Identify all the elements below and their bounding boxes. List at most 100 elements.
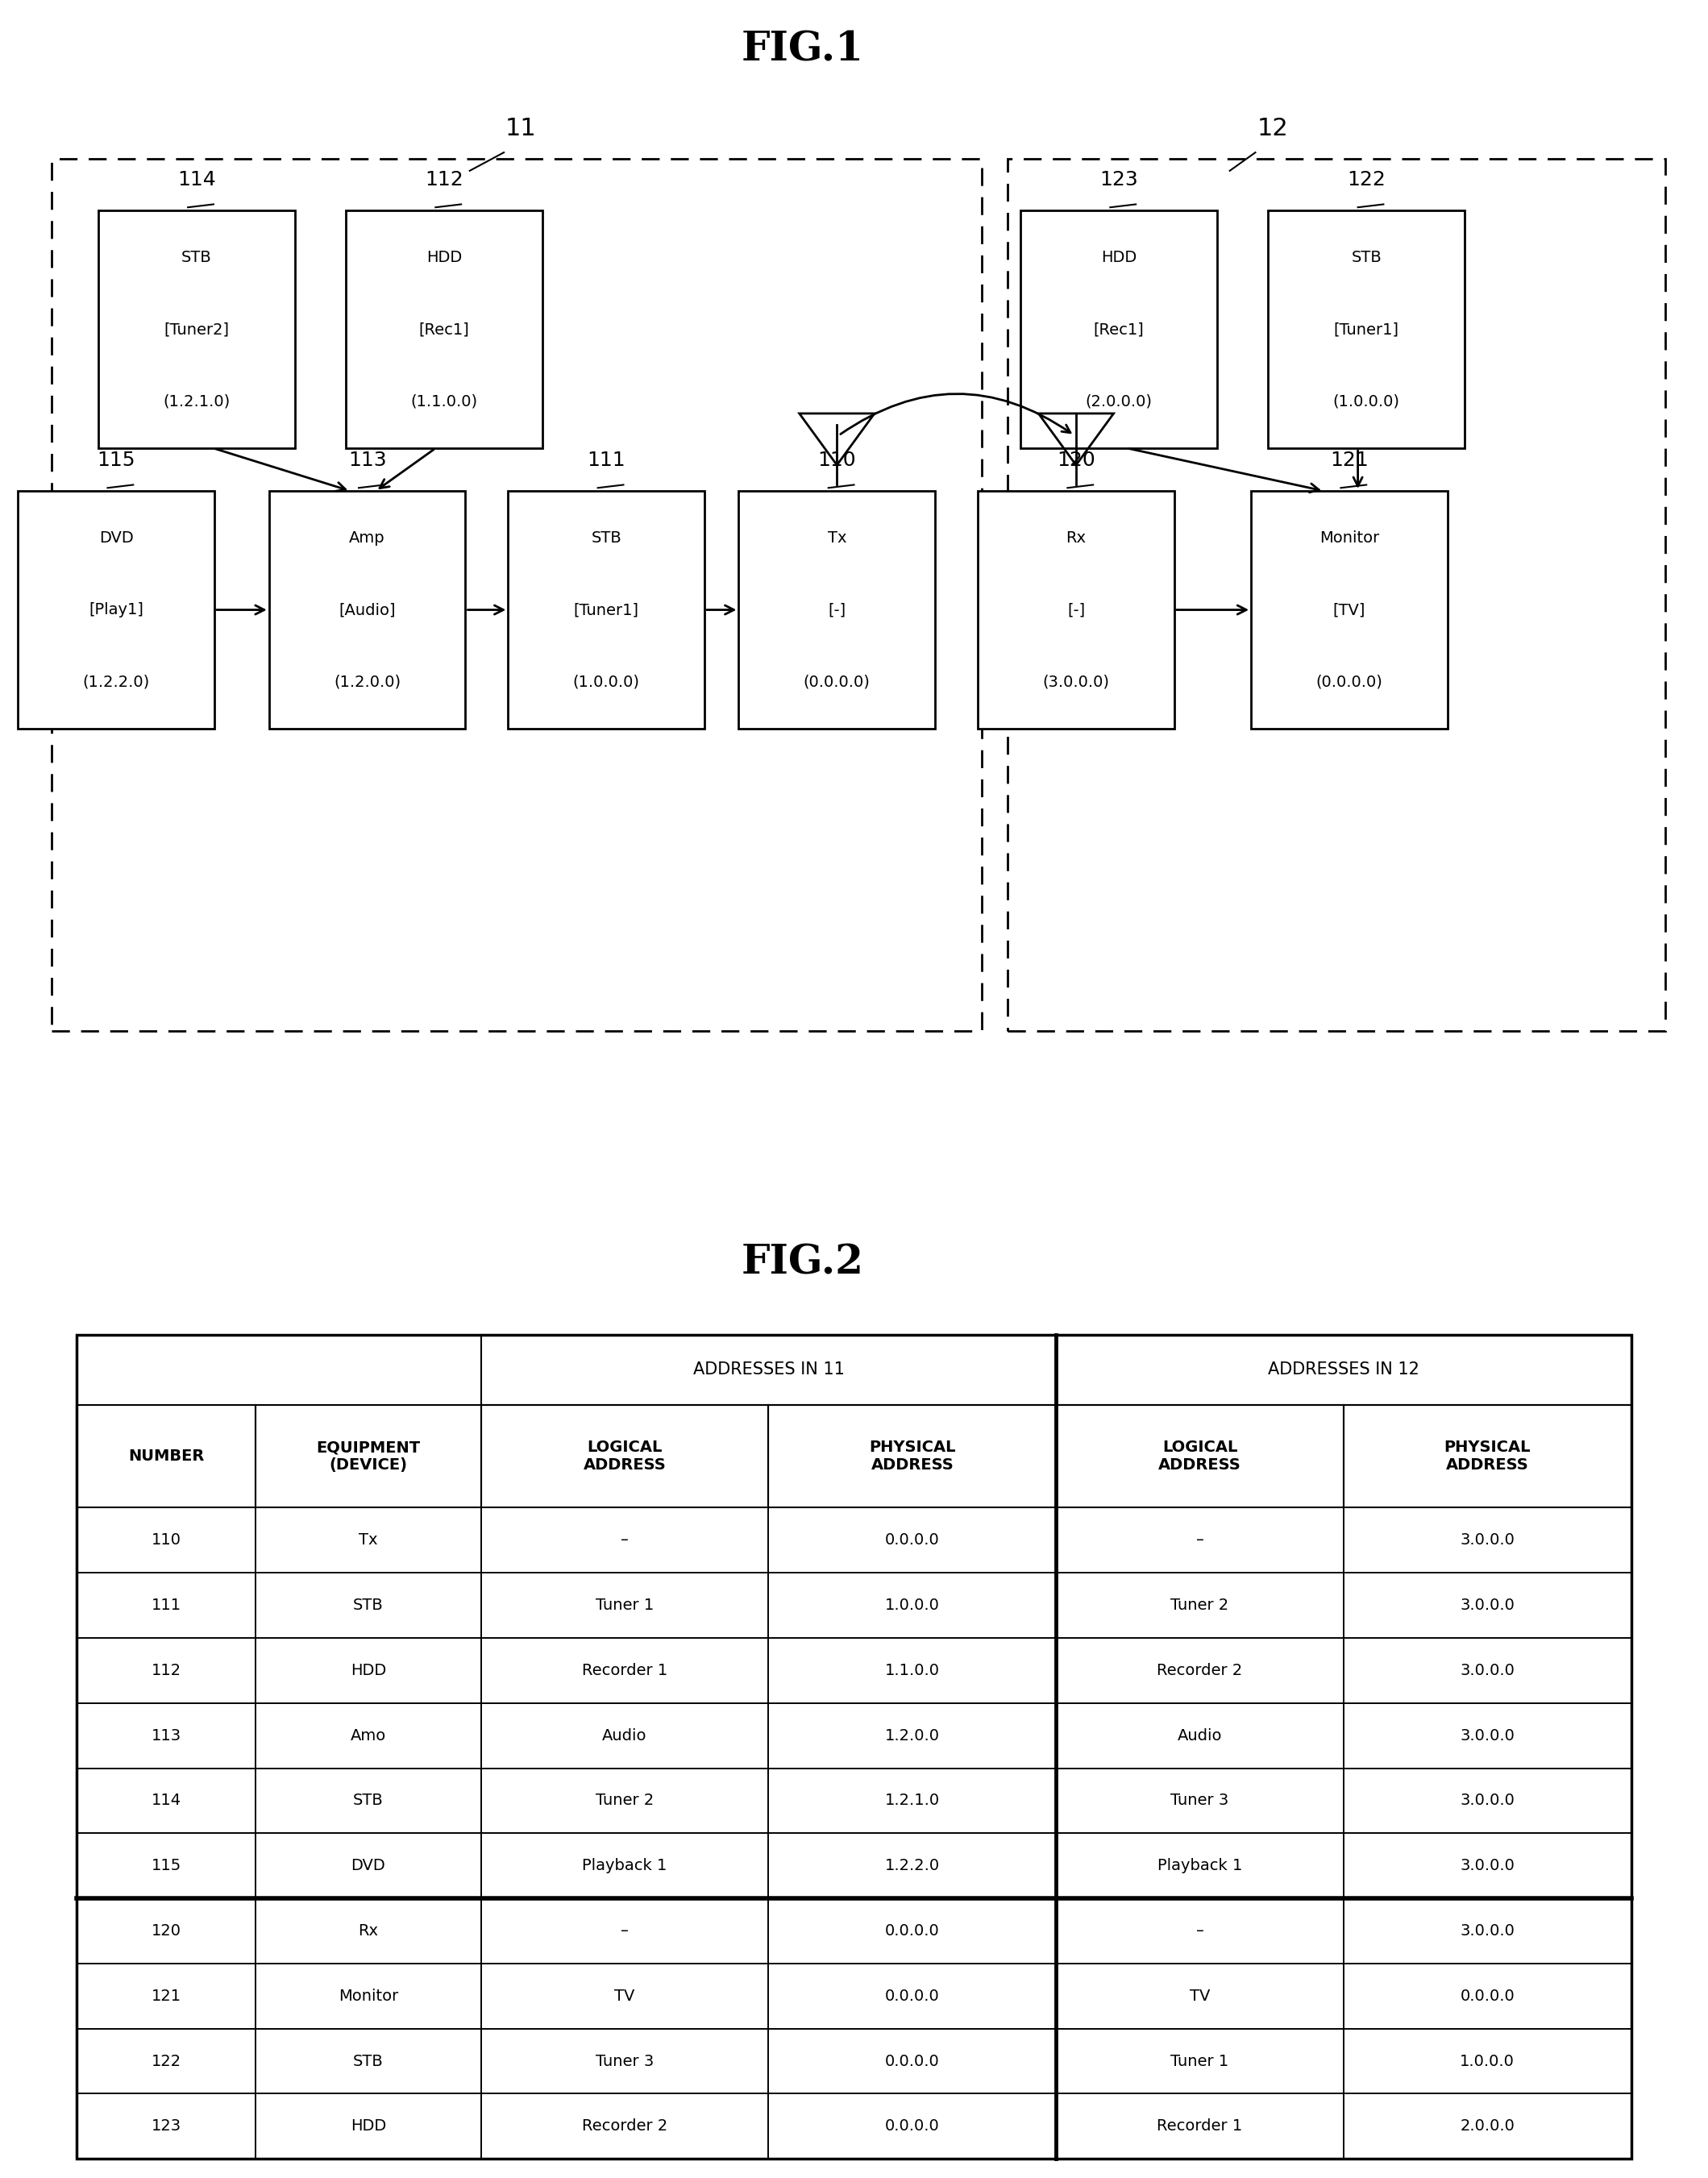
Bar [256,1573,482,1638]
Text: (1.2.2.0): (1.2.2.0) [82,675,150,690]
Bar [1056,1573,1344,1638]
Text: DVD: DVD [99,529,133,544]
Bar [482,2028,769,2093]
Bar [77,1335,1631,2158]
Bar [77,1965,256,2028]
Bar [482,1405,769,1507]
Text: 3.0.0.0: 3.0.0.0 [1460,1599,1515,1614]
Bar [77,1405,256,1507]
Text: 0.0.0.0: 0.0.0.0 [885,2119,939,2134]
Text: Tuner 3: Tuner 3 [596,2054,654,2069]
Bar [256,2093,482,2158]
Bar [77,1573,256,1638]
Text: PHYSICAL
ADDRESS: PHYSICAL ADDRESS [869,1440,955,1472]
Text: (1.0.0.0): (1.0.0.0) [572,675,640,690]
Bar [1056,1703,1344,1769]
Text: 12: 12 [1257,118,1288,139]
Text: 0.0.0.0: 0.0.0.0 [885,1989,939,2004]
Text: HDD: HDD [350,2119,386,2134]
Text: 2.0.0.0: 2.0.0.0 [1460,2119,1515,2134]
Bar [1056,1834,1344,1899]
Text: (1.2.1.0): (1.2.1.0) [162,394,231,409]
Bar [769,2093,1056,2158]
Bar [769,1638,1056,1703]
Bar [1056,1405,1344,1507]
Bar [77,2093,256,2158]
Bar [1267,211,1465,449]
Text: STB: STB [354,1792,384,1808]
Text: Recorder 1: Recorder 1 [1156,2119,1243,2134]
Text: 3.0.0.0: 3.0.0.0 [1460,1533,1515,1549]
Text: Tuner 2: Tuner 2 [596,1792,654,1808]
Text: 3.0.0.0: 3.0.0.0 [1460,1923,1515,1938]
Bar [769,1965,1056,2028]
Bar [1250,490,1448,730]
Text: Playback 1: Playback 1 [1158,1858,1242,1873]
Text: (0.0.0.0): (0.0.0.0) [1315,675,1383,690]
Bar [1344,1899,1631,1965]
Bar [77,2028,256,2093]
Bar [482,1638,769,1703]
Text: [TV]: [TV] [1332,601,1366,619]
Text: Tx: Tx [827,529,847,544]
Text: STB: STB [591,529,622,544]
Text: HDD: HDD [1102,250,1136,266]
Bar [1056,1638,1344,1703]
Text: DVD: DVD [352,1858,386,1873]
Bar [256,1965,482,2028]
Bar [77,1703,256,1769]
Text: TV: TV [615,1989,635,2004]
Bar [769,1899,1056,1965]
Text: 1.0.0.0: 1.0.0.0 [1460,2054,1515,2069]
Text: 113: 113 [152,1727,181,1742]
Text: Tuner 3: Tuner 3 [1170,1792,1230,1808]
Bar [1056,2028,1344,2093]
Text: (1.2.0.0): (1.2.0.0) [333,675,401,690]
Text: 114: 114 [178,170,215,189]
Text: STB: STB [354,2054,384,2069]
Bar [256,2028,482,2093]
Bar [77,1638,256,1703]
Text: Monitor: Monitor [1319,529,1380,544]
Bar [1344,1965,1631,2028]
Bar [256,1703,482,1769]
Text: [-]: [-] [1068,601,1085,619]
Text: Amo: Amo [350,1727,386,1742]
Text: ADDRESSES IN 12: ADDRESSES IN 12 [1267,1361,1419,1379]
Text: Audio: Audio [1177,1727,1223,1742]
Text: 114: 114 [152,1792,181,1808]
Text: (1.0.0.0): (1.0.0.0) [1332,394,1401,409]
Text: 115: 115 [97,451,135,470]
Text: (3.0.0.0): (3.0.0.0) [1042,675,1110,690]
Text: 1.2.0.0: 1.2.0.0 [885,1727,939,1742]
Bar [256,1405,482,1507]
Text: 123: 123 [152,2119,181,2134]
Text: [Tuner1]: [Tuner1] [574,601,639,619]
Text: Audio: Audio [603,1727,647,1742]
Bar [509,490,704,730]
Text: Amp: Amp [348,529,386,544]
Bar [99,211,295,449]
Bar [1344,2093,1631,2158]
Bar [482,1769,769,1834]
Text: Recorder 1: Recorder 1 [582,1662,668,1679]
Bar [769,1703,1056,1769]
Text: 110: 110 [152,1533,181,1549]
Text: LOGICAL
ADDRESS: LOGICAL ADDRESS [1158,1440,1242,1472]
Text: 0.0.0.0: 0.0.0.0 [1460,1989,1515,2004]
Bar [1056,2093,1344,2158]
Bar [77,1834,256,1899]
Text: Tx: Tx [359,1533,377,1549]
Bar [1344,1769,1631,1834]
Bar [77,1899,256,1965]
Text: 112: 112 [152,1662,181,1679]
Text: 3.0.0.0: 3.0.0.0 [1460,1792,1515,1808]
Bar [256,1899,482,1965]
Text: 122: 122 [152,2054,181,2069]
Text: 111: 111 [152,1599,181,1614]
Text: PHYSICAL
ADDRESS: PHYSICAL ADDRESS [1443,1440,1530,1472]
Text: [Audio]: [Audio] [338,601,396,619]
Bar [256,1638,482,1703]
Bar [977,490,1175,730]
Bar [1344,2028,1631,2093]
